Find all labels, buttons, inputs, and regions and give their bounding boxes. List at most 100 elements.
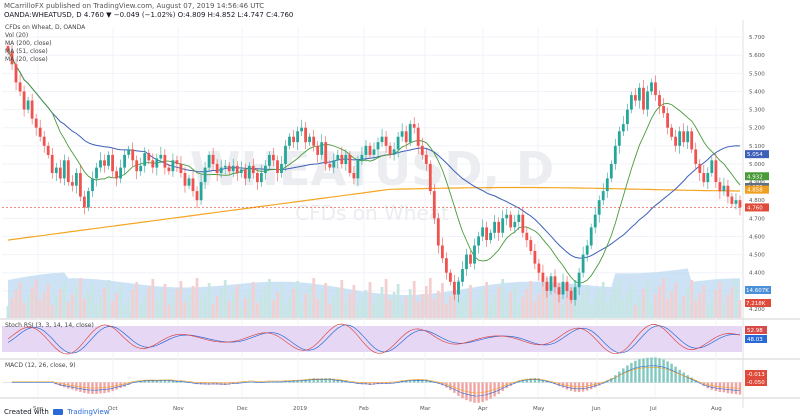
macd-hist-bar <box>545 380 549 383</box>
macd-hist-bar <box>710 382 713 390</box>
volume-bar <box>364 290 368 318</box>
macd-hist-bar <box>308 378 311 383</box>
candle-body <box>50 154 54 173</box>
macd-hist-bar <box>726 382 730 394</box>
volume-bar <box>396 284 400 318</box>
time-tick-label: May <box>533 406 545 412</box>
volume-bar <box>666 299 669 318</box>
volume-bar <box>107 280 110 318</box>
candle-body <box>26 100 30 110</box>
volume-bar <box>706 306 710 318</box>
macd-hist-bar <box>215 382 219 385</box>
candle-body <box>131 149 135 161</box>
macd-hist-bar <box>590 382 593 390</box>
macd-hist-bar <box>477 382 480 403</box>
candle-body <box>613 145 617 164</box>
volume-bar <box>38 300 42 318</box>
volume-bar <box>151 279 155 318</box>
candle-body <box>332 160 336 168</box>
candle-body <box>300 127 303 132</box>
legend-ma20: MA (20, close) <box>5 56 48 63</box>
candle-body <box>304 127 307 143</box>
candle-body <box>324 142 328 164</box>
candle-body <box>384 136 388 146</box>
candle-body <box>79 173 82 197</box>
candle-body <box>477 236 480 246</box>
volume-bar <box>376 295 380 318</box>
ma200-line <box>7 186 740 241</box>
candle-body <box>195 191 199 201</box>
candle-body <box>360 154 364 161</box>
candle-body <box>163 154 167 168</box>
macd-hist-bar <box>312 378 315 383</box>
macd-hist-bar <box>409 379 412 383</box>
candle-body <box>372 149 376 155</box>
time-tick-label: Oct <box>108 406 118 412</box>
volume-bar <box>191 286 195 318</box>
macd-hist-bar <box>211 382 215 385</box>
volume-bar <box>99 296 102 318</box>
chart-canvas[interactable]: 5.700 5.600 5.500 5.400 5.300 5.200 5.100 5.000… <box>0 20 800 419</box>
volume-bar <box>256 303 259 318</box>
candle-body <box>541 272 545 282</box>
candle-body <box>674 136 677 146</box>
candle-body <box>609 163 613 179</box>
candle-body <box>392 149 396 155</box>
tradingview-brand[interactable]: TradingView <box>67 408 110 416</box>
candle-body <box>316 145 320 155</box>
candle-body <box>722 185 726 192</box>
volume-bar <box>308 286 311 318</box>
candle-body <box>34 118 38 128</box>
volume-bar <box>493 295 496 318</box>
candle-body <box>6 46 10 52</box>
volume-bar <box>179 281 183 318</box>
volume-bar <box>276 292 279 318</box>
volume-bar <box>485 282 488 318</box>
volume-bar <box>203 291 207 318</box>
volume-bar <box>597 290 601 318</box>
candle-body <box>505 214 509 219</box>
volume-bar <box>734 279 738 318</box>
volume-bar <box>408 289 412 318</box>
volume-bar <box>30 287 34 318</box>
macd-hist-bar <box>207 382 211 385</box>
volume-badge-text: 14.607K <box>746 288 769 294</box>
volume-bar <box>577 301 581 318</box>
candle-body <box>666 113 669 128</box>
macd-hist-bar <box>646 357 649 383</box>
candle-body <box>284 145 287 164</box>
symbol-line: OANDA:WHEATUSD, D 4.760 ▼ −0.049 (−1.02%… <box>4 11 294 19</box>
stoch-k-line <box>7 323 741 355</box>
macd-hist-bar <box>453 382 456 393</box>
volume-bar <box>75 286 78 318</box>
volume-bar <box>565 296 569 318</box>
created-with-text: Created with <box>4 408 49 416</box>
price-badge <box>745 203 769 212</box>
volume-bar <box>549 299 553 318</box>
candle-body <box>569 290 573 300</box>
volume-bar <box>123 306 126 318</box>
macd-hist-bar <box>304 379 307 383</box>
candle-body <box>670 127 673 137</box>
volume-bar <box>690 280 694 318</box>
macd-hist-bar <box>445 382 448 388</box>
price-badge <box>745 185 769 194</box>
candle-body <box>219 167 223 173</box>
candle-body <box>159 154 163 159</box>
macd-hist-bar <box>541 379 545 383</box>
macd-hist-bar <box>127 382 130 385</box>
macd-hist-bar <box>119 382 122 388</box>
volume-bar <box>14 290 18 318</box>
macd-hist-bar <box>706 382 709 389</box>
macd-hist-bar <box>224 382 227 385</box>
candle-body <box>336 154 340 161</box>
volume-bar <box>674 283 677 318</box>
candle-body <box>565 281 569 291</box>
candle-body <box>533 250 537 264</box>
volume-bar <box>62 281 66 318</box>
volume-bar <box>324 283 328 318</box>
volume-bar <box>714 290 718 318</box>
volume-bar <box>147 287 151 318</box>
price-tick-label: 5.700 <box>749 35 765 41</box>
volume-bar <box>449 296 452 318</box>
